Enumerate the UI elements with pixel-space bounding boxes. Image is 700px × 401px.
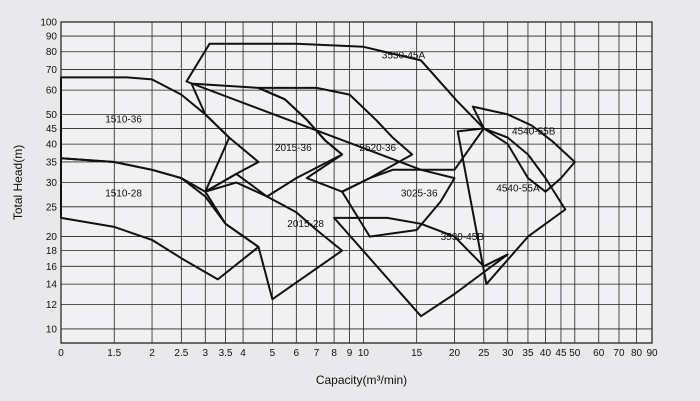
region-label: 3530-45B xyxy=(441,232,485,243)
y-tick-label: 30 xyxy=(46,178,58,189)
y-tick-label: 70 xyxy=(46,65,58,76)
x-tick-label: 10 xyxy=(358,348,370,359)
x-axis-title: Capacity(m³/min) xyxy=(316,373,407,387)
y-tick-labels: 10 12 14 16 18 20 25 30 35 40 45 50 60 70 80 90 100 xyxy=(40,18,57,336)
region-label: 2015-36 xyxy=(275,143,312,154)
region-label: 1510-36 xyxy=(105,115,142,126)
x-tick-label: 8 xyxy=(331,348,337,359)
region-2015-28: 2015-28 xyxy=(204,181,344,301)
region-4540-55B: 4540-55B xyxy=(471,105,576,193)
region-outline xyxy=(471,105,576,193)
x-tick-label: 6 xyxy=(294,348,300,359)
region-outline xyxy=(341,168,456,238)
region-label: 1510-28 xyxy=(105,189,142,200)
y-tick-label: 12 xyxy=(46,300,58,311)
x-tick-label: 0 xyxy=(58,348,64,359)
x-tick-label: 35 xyxy=(522,348,534,359)
region-label: 2520-36 xyxy=(359,143,396,154)
y-tick-label: 45 xyxy=(46,124,58,135)
region-outline xyxy=(204,181,344,301)
y-tick-label: 10 xyxy=(46,324,58,335)
x-tick-label: 20 xyxy=(449,348,461,359)
x-tick-label: 25 xyxy=(478,348,490,359)
x-tick-label: 30 xyxy=(502,348,514,359)
x-tick-label: 70 xyxy=(613,348,625,359)
y-tick-label: 60 xyxy=(46,86,58,97)
x-tick-label: 45 xyxy=(555,348,567,359)
region-3025-36: 3025-36 xyxy=(341,168,456,238)
x-tick-label: 15 xyxy=(411,348,423,359)
x-tick-label: 4 xyxy=(240,348,246,359)
region-outline xyxy=(456,127,567,286)
region-outline xyxy=(185,42,485,171)
x-tick-labels: 0 1.5 2 2.5 3 3.5 4 5 6 7 8 9 10 15 20 25 30 35 40 45 50 60 70… xyxy=(58,348,658,359)
region-label: 2015-28 xyxy=(287,219,324,230)
region-label: 3025-36 xyxy=(401,189,438,200)
x-tick-label: 3.5 xyxy=(219,348,233,359)
x-tick-label: 7 xyxy=(314,348,320,359)
region-3530-45A: 3530-45A xyxy=(185,42,485,171)
x-tick-label: 3 xyxy=(203,348,209,359)
region-label: 4540-55B xyxy=(512,127,556,138)
y-tick-label: 80 xyxy=(46,47,58,58)
y-axis-title: Total Head(m) xyxy=(11,145,25,220)
x-tick-label: 2.5 xyxy=(174,348,188,359)
x-tick-label: 9 xyxy=(347,348,353,359)
x-tick-label: 50 xyxy=(569,348,581,359)
x-tick-label: 5 xyxy=(270,348,276,359)
region-label: 4540-55A xyxy=(496,184,540,195)
x-tick-label: 2 xyxy=(149,348,155,359)
x-tick-label: 90 xyxy=(646,348,658,359)
region-label: 3530-45A xyxy=(382,51,426,62)
y-tick-label: 25 xyxy=(46,202,58,213)
x-tick-label: 80 xyxy=(631,348,643,359)
y-tick-label: 14 xyxy=(46,280,58,291)
y-tick-label: 20 xyxy=(46,232,58,243)
region-4540-55A: 4540-55A xyxy=(456,127,567,286)
y-grid-lines xyxy=(61,21,652,330)
y-tick-label: 50 xyxy=(46,110,58,121)
y-tick-label: 90 xyxy=(46,32,58,43)
y-tick-label: 16 xyxy=(46,262,58,273)
x-tick-label: 40 xyxy=(540,348,552,359)
x-tick-label: 1.5 xyxy=(107,348,121,359)
y-tick-label: 18 xyxy=(46,246,58,257)
x-tick-label: 60 xyxy=(593,348,605,359)
y-tick-label: 40 xyxy=(46,140,58,151)
y-tick-label: 35 xyxy=(46,157,58,168)
y-tick-label: 100 xyxy=(40,18,57,29)
pump-regions: 1510-36 1510-28 2015-36 2015-28 2520-36 3025-… xyxy=(60,42,576,318)
